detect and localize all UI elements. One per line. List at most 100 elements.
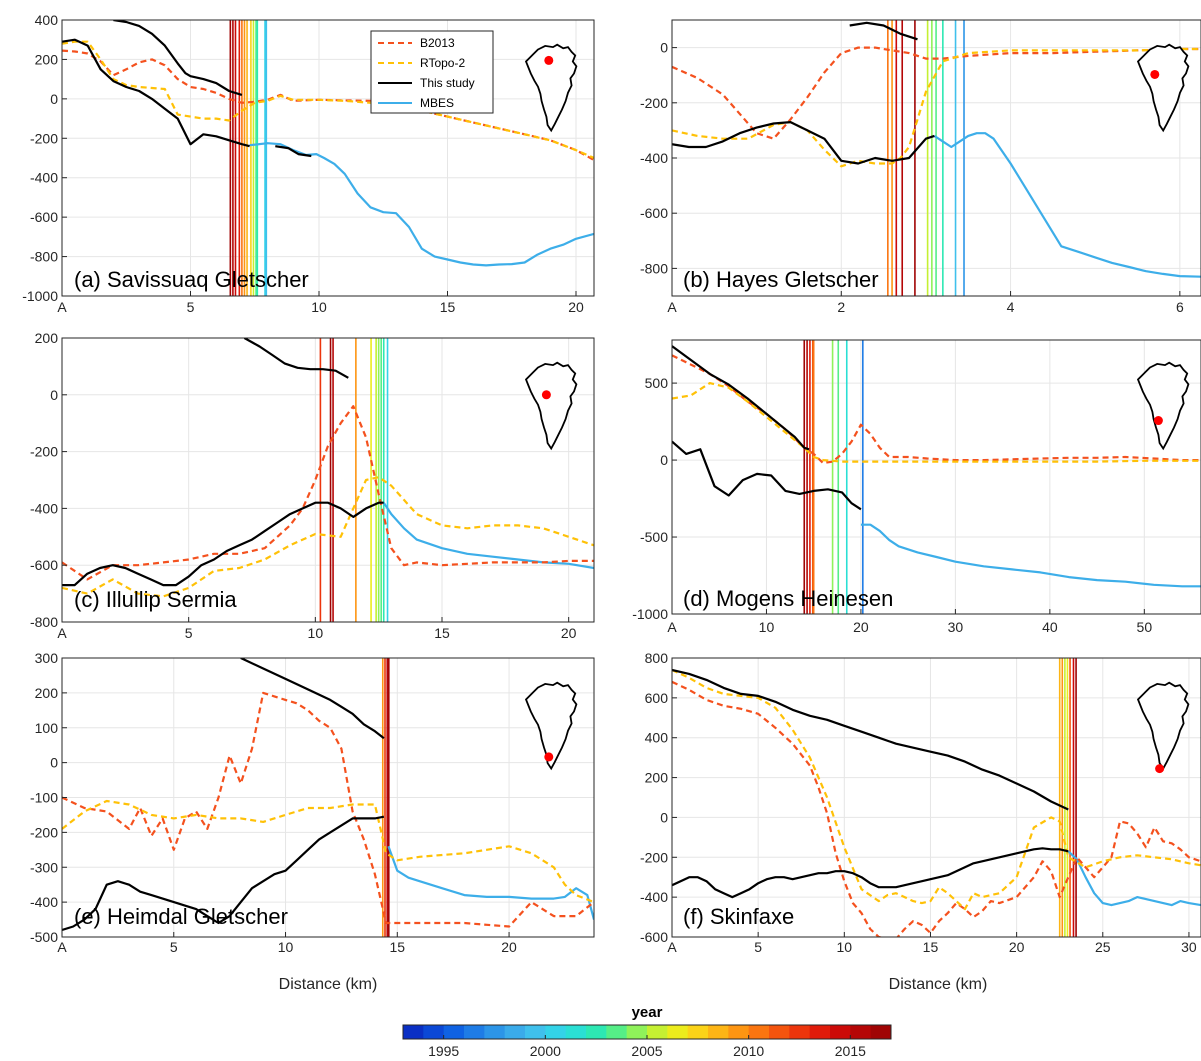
series-mbes <box>860 523 1201 588</box>
y-tick-label: -200 <box>640 95 668 111</box>
colorbar-segment <box>809 1025 831 1039</box>
colorbar-segment <box>606 1025 628 1039</box>
plot-area <box>672 20 1201 296</box>
y-tick-label: -200 <box>30 130 58 146</box>
x-tick-label: 50 <box>1137 619 1153 635</box>
x-tick-label: A <box>57 299 67 315</box>
plot-area <box>62 658 594 937</box>
x-tick-label: A <box>667 619 677 635</box>
panel-c-plot: A 5 10 15 20 -800 -600 -400 -200 0 200 <box>30 330 595 641</box>
legend-this-study-label: This study <box>420 76 475 90</box>
colorbar-segment <box>586 1025 607 1039</box>
plot-area <box>62 20 594 296</box>
panel-d-title: (d) Mogens Heinesen <box>683 586 893 611</box>
colorbar-tick-label: 2005 <box>631 1043 662 1059</box>
y-tick-label: -100 <box>30 790 58 806</box>
series-mbes <box>249 142 594 267</box>
x-tick-label: 10 <box>308 625 324 641</box>
series-rtopo <box>672 382 1201 463</box>
panel-f-title: (f) Skinfaxe <box>683 904 794 929</box>
colorbar-segment <box>504 1025 526 1039</box>
y-tick-label: 0 <box>660 452 668 468</box>
series-rtopo <box>62 799 594 904</box>
axes-box <box>61 337 595 623</box>
panel-f: A 5 10 15 20 25 30 -600 -400 -200 0 200 400 600 800 (f… <box>640 650 1201 955</box>
x-tick-label: 10 <box>837 939 853 955</box>
location-dot <box>1153 416 1163 426</box>
colorbar-tick-label: 1995 <box>428 1043 459 1059</box>
x-tick-label: 2 <box>837 299 845 315</box>
y-tick-label: 0 <box>660 40 668 56</box>
x-tick-label: 4 <box>1007 299 1015 315</box>
series-b2013 <box>672 46 1201 140</box>
y-tick-label: 400 <box>645 730 669 746</box>
y-tick-label: 100 <box>35 720 59 736</box>
x-tick-label: A <box>57 939 67 955</box>
legend-mbes-label: MBES <box>420 96 454 110</box>
legend-box <box>370 30 494 114</box>
x-tick-label: 15 <box>434 625 450 641</box>
series-b2013 <box>62 405 594 581</box>
series-b2013 <box>62 691 594 928</box>
colorbar-tick-label: 2010 <box>733 1043 764 1059</box>
y-tick-label: 200 <box>645 770 669 786</box>
colorbar-tick-label: 2000 <box>530 1043 561 1059</box>
y-tick-label: -600 <box>30 557 58 573</box>
colorbar-segment <box>525 1025 546 1039</box>
y-tick-label: 0 <box>660 809 668 825</box>
y-tick-label: 400 <box>35 12 59 28</box>
location-dot <box>544 55 554 65</box>
y-tick-label: -1000 <box>22 288 58 304</box>
axes-box <box>61 19 595 297</box>
location-dot <box>1155 764 1165 774</box>
series-this-study-segment-0 <box>672 668 1069 811</box>
series-this-study-segment-0 <box>672 345 810 451</box>
y-tick-label: -400 <box>30 894 58 910</box>
x-axis-label-left: Distance (km) <box>279 976 378 993</box>
x-tick-label: 10 <box>311 299 327 315</box>
colorbar-segment <box>647 1025 668 1039</box>
panel-a-plot: A 5 10 15 20 -1000 -800 -600 -400 -200 0 200 400 <box>22 12 595 315</box>
y-tick-label: -200 <box>30 444 58 460</box>
legend-rtopo-label: RTopo-2 <box>420 56 465 70</box>
greenland-inset-map <box>1136 43 1190 132</box>
panel-c-title: (c) Illullip Sermia <box>74 587 237 612</box>
x-tick-label: A <box>57 625 67 641</box>
y-tick-label: 300 <box>35 650 59 666</box>
x-tick-label: 20 <box>568 299 584 315</box>
series-b2013 <box>672 354 1201 465</box>
y-tick-label: -400 <box>30 170 58 186</box>
x-tick-label: 5 <box>170 939 178 955</box>
x-tick-label: 40 <box>1042 619 1058 635</box>
y-tick-label: 200 <box>35 330 59 346</box>
x-tick-label: 20 <box>1009 939 1025 955</box>
location-dot <box>541 390 551 400</box>
legend: B2013 RTopo-2 This study MBES <box>370 30 494 114</box>
plot-area <box>62 338 594 622</box>
colorbar-segment <box>484 1025 506 1039</box>
series-rtopo <box>62 40 594 160</box>
colorbar-segment <box>728 1025 750 1039</box>
x-tick-label: 5 <box>185 625 193 641</box>
x-axis-label-right: Distance (km) <box>889 976 988 993</box>
x-tick-label: 30 <box>948 619 964 635</box>
colorbar-segment <box>789 1025 811 1039</box>
panel-b-plot: A 2 4 6 -800 -600 -400 -200 0 <box>640 19 1201 315</box>
colorbar-segment <box>565 1025 587 1039</box>
axes-box <box>671 339 1201 615</box>
x-tick-label: A <box>667 939 677 955</box>
y-tick-label: -400 <box>30 500 58 516</box>
greenland-inset-map <box>1136 361 1190 450</box>
colorbar-segment <box>545 1025 567 1039</box>
series-this-study-segment-0 <box>62 501 384 587</box>
series-this-study-segment-0 <box>672 120 935 165</box>
plot-area <box>672 658 1201 937</box>
x-tick-label: 10 <box>759 619 775 635</box>
location-dot <box>544 752 554 762</box>
colorbar-segment <box>870 1025 892 1039</box>
colorbar-segment <box>830 1025 851 1039</box>
colorbar-segment <box>403 1025 424 1039</box>
series-this-study-segment-1 <box>672 440 862 511</box>
series-mbes <box>382 502 594 570</box>
